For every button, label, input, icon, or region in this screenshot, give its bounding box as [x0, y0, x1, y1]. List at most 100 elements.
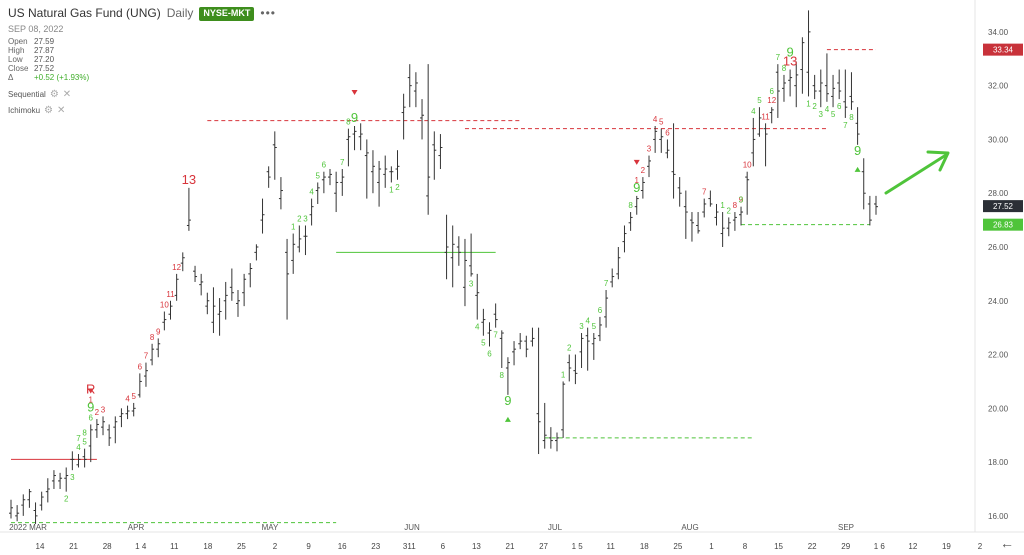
ohlc-bar	[383, 155, 388, 188]
close-icon[interactable]: ✕	[62, 89, 72, 101]
ohlc-bar	[334, 171, 339, 213]
ohlc-bar	[849, 72, 854, 110]
y-tick-label: 24.00	[988, 297, 1009, 306]
sequential-count: 12	[767, 96, 776, 105]
ohlc-bar	[714, 203, 719, 226]
ohlc-bar	[855, 107, 860, 145]
month-label: JUN	[404, 523, 420, 532]
sequential-count: 6	[138, 362, 143, 371]
ohlc-bar	[579, 333, 584, 368]
x-tick-label: 25	[237, 542, 246, 551]
sequential-count: 2	[95, 408, 100, 417]
ohlc-bar	[867, 195, 872, 226]
sequential-count: 1	[635, 176, 640, 185]
ohlc-bar	[168, 300, 173, 320]
ohlc-bar	[438, 134, 443, 170]
sequential-count: 11	[166, 290, 175, 299]
ohlc-bar	[9, 499, 13, 519]
sequential-count: 6	[769, 87, 774, 96]
sequential-count: 9	[786, 45, 793, 60]
y-tick-label: 30.00	[988, 135, 1009, 144]
x-tick-label: 25	[673, 542, 682, 551]
ohlc-bar	[806, 10, 811, 97]
x-tick-label: 6	[441, 542, 446, 551]
signal-triangle	[633, 159, 640, 165]
y-tick-label: 26.00	[988, 243, 1009, 252]
sequential-count: 6	[322, 161, 327, 170]
ohlc-bar	[27, 488, 32, 508]
ohlc-bar	[150, 343, 155, 366]
ohlc-bar	[358, 123, 363, 151]
ohlc-bar	[426, 64, 431, 215]
ohlc-bar	[824, 53, 829, 102]
ohlc-bar	[739, 206, 744, 226]
sequential-count: 2	[395, 183, 400, 192]
ohlc-bar	[634, 195, 639, 215]
ohlc-bar	[58, 472, 63, 489]
sequential-count: 11	[761, 112, 770, 121]
ohlc-bar	[720, 212, 725, 247]
ohlc-bar	[604, 290, 609, 328]
ohlc-bar	[401, 93, 406, 140]
ohlc-bar	[456, 236, 461, 266]
settings-icon[interactable]: ⚙	[49, 89, 59, 101]
back-arrow-icon[interactable]: ←	[1000, 535, 1014, 551]
y-tick-label: 28.00	[988, 189, 1009, 198]
ohlc-bar	[420, 99, 425, 140]
ohlc-bar	[33, 502, 38, 524]
sequential-count: 4	[653, 115, 658, 124]
ohlc-bar	[591, 333, 596, 360]
ohlc-bar	[113, 416, 118, 444]
ohlc-readout: Open 27.59 High 27.87 Low 27.20 Close 27.52 …	[8, 37, 90, 83]
sequential-count: 4	[475, 323, 480, 332]
ohlc-bar	[769, 107, 774, 124]
ohlc-bar	[76, 454, 81, 468]
sequential-count: 9	[87, 399, 94, 414]
ohlc-bar	[775, 64, 780, 118]
indicator-sequential[interactable]: Sequential ⚙ ✕	[8, 89, 72, 101]
sequential-count: 8	[849, 113, 854, 122]
sequential-count: 8	[150, 333, 155, 342]
ohlc-bar	[751, 117, 756, 167]
period-label[interactable]: Daily	[166, 6, 194, 20]
ohlc-bar	[518, 333, 523, 350]
x-tick-label: 14	[36, 542, 45, 551]
ohlc-bar	[352, 125, 357, 151]
sequential-count: 5	[316, 171, 321, 180]
ohlc-bar	[193, 265, 198, 282]
ohlc-bar	[229, 268, 234, 301]
ohlc-bar	[315, 182, 320, 204]
ohlc-bar	[143, 362, 148, 387]
sequential-count: 5	[82, 438, 87, 447]
sequential-count: 9	[739, 196, 744, 205]
sequential-count: 6	[89, 413, 94, 422]
y-tick-label: 18.00	[988, 458, 1009, 467]
selected-date: SEP 08, 2022	[8, 23, 64, 34]
ohlc-bar	[837, 69, 842, 100]
sequential-count: 3	[469, 280, 474, 289]
ohlc-bar	[726, 217, 731, 237]
sequential-count: 1	[291, 223, 296, 232]
ohlc-bar	[567, 354, 572, 382]
ohlc-bar	[665, 139, 670, 159]
signal-triangle	[87, 388, 94, 394]
indicator-ichimoku[interactable]: Ichimoku ⚙ ✕	[8, 105, 66, 117]
x-tick-label: 13	[472, 542, 481, 551]
close-icon[interactable]: ✕	[56, 105, 66, 117]
ohlc-bar	[278, 177, 283, 210]
sequential-count: 1	[720, 201, 725, 210]
x-tick-label: 16	[338, 542, 347, 551]
ticker-title: US Natural Gas Fund (UNG)	[8, 6, 161, 20]
signal-triangle	[351, 89, 358, 95]
ohlc-bar	[561, 381, 566, 438]
x-tick-label: 1	[709, 542, 714, 551]
ohlc-bar	[370, 150, 375, 194]
sequential-count: 2	[567, 344, 572, 353]
ohlc-bar	[303, 225, 308, 256]
more-options-icon[interactable]: •••	[260, 6, 276, 20]
sequential-count: 1	[389, 185, 394, 194]
settings-icon[interactable]: ⚙	[44, 105, 53, 117]
ohlc-bar	[94, 419, 99, 438]
sequential-count: 4	[751, 107, 756, 116]
